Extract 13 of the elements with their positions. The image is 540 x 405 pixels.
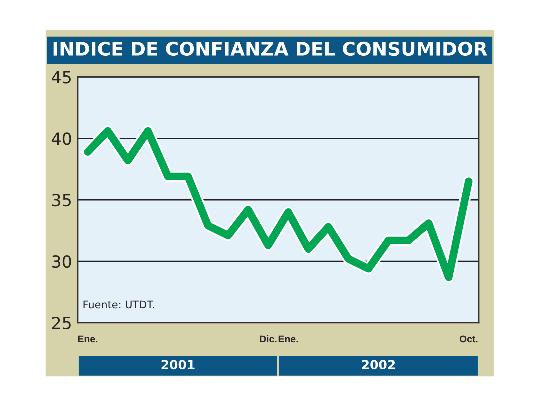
y-tick-label: 45 xyxy=(52,71,71,84)
x-tick-label: Oct. xyxy=(460,336,478,343)
text: 2001 xyxy=(162,360,195,370)
y-tick-label: 40 xyxy=(52,132,72,146)
annotation: Fuente: UTDT. xyxy=(84,300,154,309)
x-tick-label: Ene. xyxy=(278,336,298,343)
x-tick-label: Ene. xyxy=(78,336,98,343)
x-tick-label: Dic. xyxy=(260,335,277,343)
y-tick-label: 30 xyxy=(52,255,72,268)
y-tick-label: 35 xyxy=(52,194,71,207)
chart-title: INDICE DE CONFIANZA DEL CONSUMIDOR xyxy=(54,42,488,56)
y-tick-label: 25 xyxy=(52,316,71,330)
text: 2002 xyxy=(362,360,396,370)
